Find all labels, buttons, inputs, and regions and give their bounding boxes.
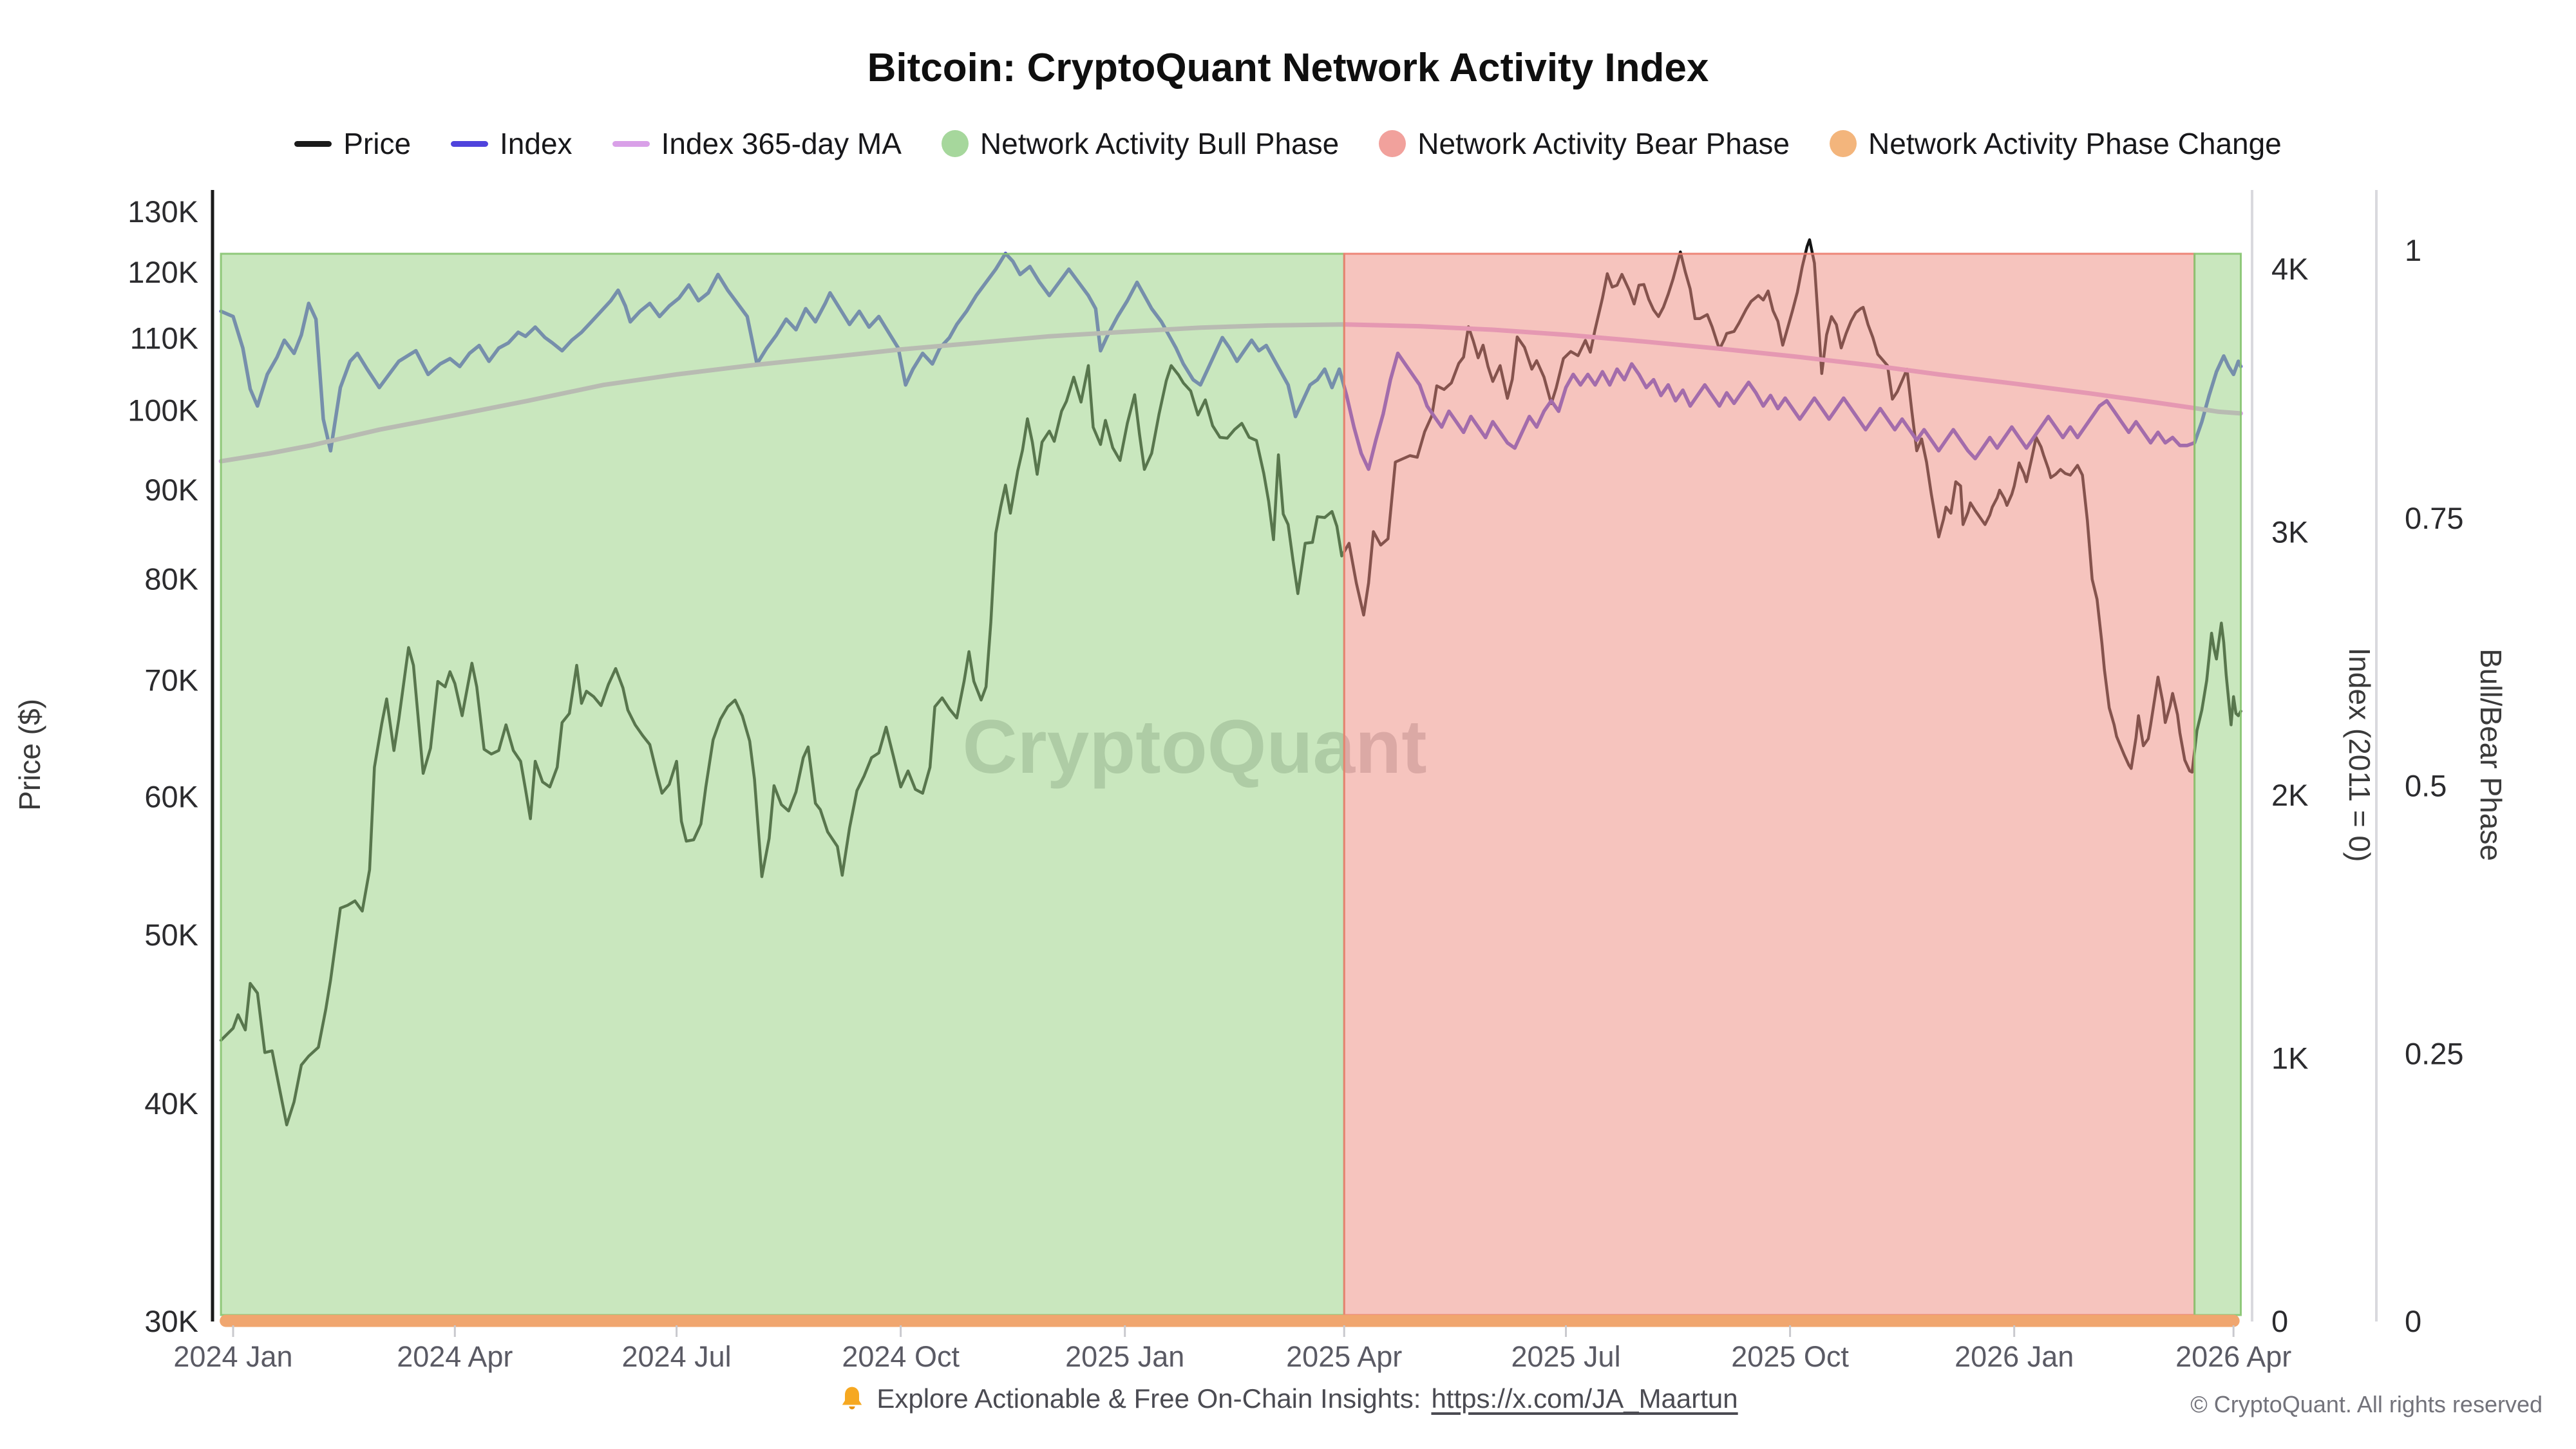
index-axis-tick-label: 3K [2271,515,2309,549]
price-axis-tick-label: 40K [144,1086,198,1121]
x-axis-tick-label: 2025 Jan [1065,1340,1184,1373]
legend-item-network-activity-bear-phase[interactable]: Network Activity Bear Phase [1379,126,1790,161]
legend-label-price: Price [343,127,412,160]
x-axis-tick-label: 2025 Apr [1286,1340,1402,1373]
legend-swatch-network-activity-bull-phase [941,130,969,157]
legend-swatch-price [294,140,332,147]
x-axis-tick-label: 2026 Apr [2175,1340,2291,1373]
footer: Explore Actionable & Free On-Chain Insig… [0,1383,2576,1414]
legend-item-network-activity-phase-change[interactable]: Network Activity Phase Change [1830,126,2282,161]
price-axis-tick-label: 60K [144,780,198,814]
legend-item-index[interactable]: Index [451,126,573,161]
legend-label-network-activity-bull-phase: Network Activity Bull Phase [980,127,1340,160]
legend-item-price[interactable]: Price [294,126,411,161]
price-axis-tick-label: 80K [144,562,198,596]
bell-icon [838,1385,866,1413]
price-axis-tick-label: 70K [144,663,198,697]
phase-axis-title: Bull/Bear Phase [2474,649,2508,861]
bull-phase-region-2 [2193,252,2242,1316]
legend: Price Index Index 365-day MA Network Activi… [0,126,2576,161]
phase-axis-tick-label: 0.5 [2405,769,2447,803]
page-title: Bitcoin: CryptoQuant Network Activity In… [867,46,1709,90]
x-axis-tick-label: 2024 Apr [397,1340,513,1373]
legend-item-network-activity-bull-phase[interactable]: Network Activity Bull Phase [941,126,1340,161]
legend-swatch-index [451,140,489,147]
legend-label-network-activity-bear-phase: Network Activity Bear Phase [1417,127,1790,160]
index-axis-tick-label: 2K [2271,778,2309,812]
bear-phase-region-1 [1343,252,2196,1316]
index-axis-title: Index (2011 = 0) [2343,648,2376,862]
price-axis-tick-label: 120K [128,255,198,289]
x-axis-tick-label: 2024 Jan [173,1340,292,1373]
footer-link[interactable]: https://x.com/JA_Maartun [1431,1383,1738,1414]
price-axis-tick-label: 130K [128,194,198,229]
legend-item-index-365-day-ma[interactable]: Index 365-day MA [612,126,902,161]
x-axis-tick-label: 2024 Jul [622,1340,732,1373]
legend-swatch-index-365-day-ma [612,140,650,147]
phase-axis-tick-label: 0 [2405,1304,2421,1338]
phase-axis-tick-label: 0.25 [2405,1036,2463,1070]
phase-axis-tick-label: 1 [2405,233,2421,267]
legend-swatch-network-activity-bear-phase [1379,130,1406,157]
price-axis-tick-label: 30K [144,1304,198,1338]
price-axis-title: Price ($) [13,699,46,811]
x-axis-tick-label: 2024 Oct [842,1340,960,1373]
index-axis-tick-label: 1K [2271,1041,2309,1075]
price-axis-tick-label: 100K [128,393,198,427]
footer-text: Explore Actionable & Free On-Chain Insig… [876,1383,1421,1414]
legend-swatch-network-activity-phase-change [1830,130,1857,157]
x-axis-tick-label: 2025 Jul [1511,1340,1620,1373]
price-axis-tick-label: 110K [130,321,198,355]
x-axis-tick-label: 2026 Jan [1955,1340,2074,1373]
phase-axis-tick-label: 0.75 [2405,501,2463,535]
bull-phase-region-0 [220,252,1345,1316]
x-axis-tick-label: 2025 Oct [1731,1340,1849,1373]
price-axis-tick-label: 90K [144,473,198,507]
copyright-notice: © CryptoQuant. All rights reserved [2190,1391,2543,1417]
index-axis-tick-label: 0 [2271,1304,2288,1338]
legend-label-index-365-day-ma: Index 365-day MA [661,127,902,160]
legend-label-index: Index [500,127,573,160]
price-axis-tick-label: 50K [144,918,198,952]
index-axis-tick-label: 4K [2271,252,2309,286]
legend-label-network-activity-phase-change: Network Activity Phase Change [1868,127,2282,160]
